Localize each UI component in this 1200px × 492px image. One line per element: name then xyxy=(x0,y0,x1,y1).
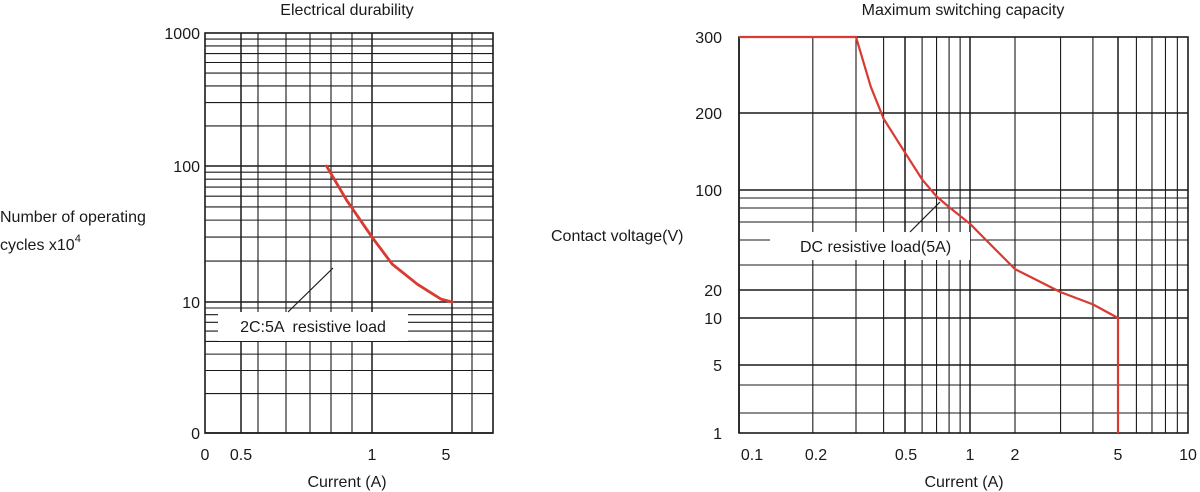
right-plot-frame xyxy=(738,36,1189,434)
left-chart-title: Electrical durability xyxy=(280,2,413,19)
right-x-axis-label: Current (A) xyxy=(924,474,1003,491)
right-annotation-text: DC resistive load(5A) xyxy=(800,239,951,256)
right-x-tick-label: 0.5 xyxy=(895,447,917,464)
left-x-tick-label: 5 xyxy=(442,447,451,464)
left-annotation-box xyxy=(218,312,408,341)
left-annotation: 2C:5A resistive load xyxy=(218,267,408,341)
right-x-tick-label: 5 xyxy=(1114,447,1123,464)
right-gridlines xyxy=(738,36,1188,433)
left-gridlines xyxy=(205,33,493,434)
left-y-axis-label-line2: cycles x104 xyxy=(0,233,81,254)
left-y-tick-label: 100 xyxy=(173,159,200,176)
right-y-tick-labels: 300 200 100 20 10 5 1 xyxy=(695,30,722,443)
right-chart-title: Maximum switching capacity xyxy=(862,2,1065,19)
right-x-tick-label: 1 xyxy=(966,447,975,464)
right-x-tick-label: 0.2 xyxy=(805,447,827,464)
left-y-tick-label: 0 xyxy=(191,426,200,443)
left-y-tick-label: 1000 xyxy=(164,26,200,43)
right-x-tick-labels: 0.1 0.2 0.5 1 2 5 10 xyxy=(741,447,1197,464)
right-x-tick-label: 0.1 xyxy=(741,447,763,464)
right-y-tick-label: 300 xyxy=(695,30,722,47)
right-y-tick-label: 10 xyxy=(704,311,722,328)
right-x-tick-label: 10 xyxy=(1179,447,1197,464)
left-x-axis-label: Current (A) xyxy=(307,474,386,491)
left-x-tick-label: 1 xyxy=(368,447,377,464)
left-annotation-text: 2C:5A resistive load xyxy=(240,319,386,336)
left-x-tick-labels: 0 0.5 1 5 xyxy=(201,447,451,464)
right-series-curve xyxy=(739,35,1120,433)
left-y-axis-label-text: cycles x10 xyxy=(0,237,75,254)
maximum-switching-capacity-chart: Maximum switching capacity 3002001002010… xyxy=(551,2,1197,491)
right-annotation-box xyxy=(770,232,970,260)
right-x-tick-label: 2 xyxy=(1011,447,1020,464)
left-x-tick-label: 0.5 xyxy=(230,447,252,464)
left-y-axis-label-exponent: 4 xyxy=(75,233,81,245)
right-y-tick-label: 200 xyxy=(695,106,722,123)
right-annotation: DC resistive load(5A) xyxy=(770,201,970,260)
right-y-tick-label: 1 xyxy=(713,426,722,443)
left-series-curve xyxy=(325,164,454,304)
left-y-axis-label-line1: Number of operating xyxy=(0,209,146,226)
right-y-tick-label: 5 xyxy=(713,358,722,375)
right-annotation-leader xyxy=(909,201,941,233)
left-annotation-leader xyxy=(287,267,334,313)
right-y-tick-label: 100 xyxy=(695,183,722,200)
left-y-tick-label: 10 xyxy=(182,295,200,312)
left-x-tick-label: 0 xyxy=(201,447,210,464)
right-y-tick-label: 20 xyxy=(704,283,722,300)
left-plot-frame xyxy=(204,32,494,434)
right-y-axis-label: Contact voltage(V) xyxy=(551,228,684,245)
